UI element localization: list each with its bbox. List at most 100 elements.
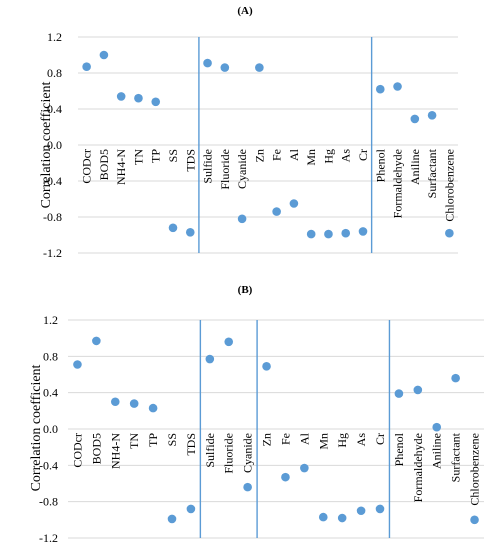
chart-b-category-label: Phenol <box>392 432 406 466</box>
chart-a-data-point <box>306 229 316 239</box>
chart-a-data-point <box>341 228 351 238</box>
chart-b-data-point <box>300 463 309 473</box>
chart-b-y-axis-label: Correlation coefficient <box>29 364 44 491</box>
chart-a-category-label: TDS <box>183 149 197 172</box>
chart-b-data-point <box>92 336 101 346</box>
chart-b-data-point <box>318 512 328 522</box>
chart-a-category-label: Aniline <box>408 149 422 185</box>
chart-b-category-label: TN <box>127 433 141 449</box>
chart-b-category-label: Zn <box>260 433 274 446</box>
chart-a-category-label: Surfactant <box>425 148 439 198</box>
chart-b-data-point <box>224 337 234 347</box>
chart-a-category-label: Fe <box>270 149 284 161</box>
chart-a-data-point <box>220 63 230 72</box>
chart-a-y-tick-label: -0.8 <box>43 210 62 224</box>
chart-a-data-point <box>393 82 402 91</box>
chart-b-data-point <box>281 472 290 482</box>
chart-a-y-tick-label: -0.4 <box>43 174 62 188</box>
chart-b-category-label: Cyanide <box>241 433 255 473</box>
chart-a-y-tick-label: 1.2 <box>47 30 62 44</box>
chart-a-data-point <box>134 93 143 103</box>
chart-a-data-point <box>289 199 299 208</box>
chart-a-category-label: Al <box>287 148 301 161</box>
chart-b-data-point <box>470 515 479 525</box>
chart-b-category-label: BOD5 <box>89 433 103 464</box>
chart-a-data-point <box>151 97 161 107</box>
chart-b-gridlines <box>68 319 484 539</box>
chart-a-category-label: Cr <box>356 149 370 161</box>
chart-a-data-point <box>237 214 247 224</box>
chart-b-data-point <box>413 385 423 395</box>
chart-b-category-label: TDS <box>184 433 198 456</box>
chart-b-title: (B) <box>238 284 253 296</box>
chart-a-data-point <box>410 114 420 124</box>
chart-b-data-point <box>337 513 347 523</box>
chart-a-group-dividers <box>198 37 373 253</box>
chart-a-data-point <box>185 228 195 237</box>
chart-a-category-label: BOD5 <box>97 149 111 180</box>
chart-a-data-point <box>324 229 333 239</box>
chart-a-category-label: Cyanide <box>235 149 249 189</box>
chart-a-category-label: TN <box>131 149 145 165</box>
chart-b-data-point <box>375 504 385 514</box>
chart-b-category-label: Chlorobenzene <box>468 433 482 506</box>
chart-b-category-label: Hg <box>335 433 349 448</box>
chart-a-data-point <box>82 62 91 71</box>
chart-a-y-tick-label: 0.8 <box>47 66 62 80</box>
chart-b-data-point <box>186 504 196 514</box>
chart-a-data-point <box>358 227 368 236</box>
chart-b-category-label: As <box>354 433 368 447</box>
chart-b-category-label: Mn <box>316 433 330 450</box>
chart-b-category-label: Surfactant <box>449 432 463 482</box>
chart-a-category-label: Mn <box>304 149 318 166</box>
chart-b-y-tick-label: 0.0 <box>43 422 58 436</box>
chart-b-y-tick-label: -0.8 <box>39 495 58 509</box>
chart-a-data-point <box>116 92 126 101</box>
chart-a-category-label: Zn <box>252 149 266 162</box>
chart-b-data-point <box>394 389 404 398</box>
chart-b-category-label: SS <box>165 433 179 446</box>
chart-a-data-point <box>203 58 212 68</box>
chart-a-data-point <box>427 111 437 120</box>
chart-b-data-point <box>243 482 252 492</box>
chart-b-category-label: Formaldehyde <box>411 433 425 502</box>
chart-b-category-label: Cr <box>373 433 387 445</box>
chart-b-category-label: Al <box>297 432 311 445</box>
chart-a-category-label: SS <box>166 149 180 162</box>
chart-a-category-label: TP <box>149 149 163 163</box>
chart-b-category-label: Aniline <box>430 433 444 469</box>
chart-a-data-point <box>99 50 109 60</box>
chart-b-y-tick-label: -1.2 <box>39 531 58 545</box>
chart-b-category-label: Fluoride <box>222 433 236 474</box>
chart-b-category-labels: CODcr BOD5 NH4-N TN TP SS TDS Sulfide Fluoride Cy… <box>70 432 481 505</box>
chart-a-data-point <box>272 207 281 216</box>
chart-b-category-label: Fe <box>278 433 292 445</box>
chart-b-data-point <box>129 399 139 408</box>
chart-a-data-point <box>375 84 385 94</box>
chart-b-data-point <box>205 354 215 364</box>
chart-b-category-label: TP <box>146 433 160 447</box>
chart-b-data-points <box>73 336 479 525</box>
chart-b-y-tick-label: 0.8 <box>43 349 58 363</box>
chart-b-data-point <box>432 422 442 432</box>
chart-a-title: (A) <box>237 5 253 17</box>
chart-a-y-tick-label: -1.2 <box>43 246 62 260</box>
chart-b-data-point <box>167 514 177 524</box>
chart-a-y-tick-label: 0.4 <box>47 102 62 116</box>
chart-b-data-point <box>148 403 158 413</box>
chart-a-gridlines <box>78 36 458 254</box>
chart-a-y-tick-label: 0.0 <box>47 138 62 152</box>
chart-a-category-label: Phenol <box>373 148 387 182</box>
chart-b-group-dividers <box>199 320 391 538</box>
chart-b-category-label: CODcr <box>70 433 84 468</box>
chart-a-category-label: NH4-N <box>114 149 128 185</box>
chart-a-category-label: Formaldehyde <box>391 149 405 218</box>
chart-a-category-label: CODcr <box>80 149 94 184</box>
chart-a-category-labels: CODcr BOD5 NH4-N TN TP SS TDS Sulfide Fluoride Cy… <box>80 148 457 221</box>
chart-b-y-tick-label: 1.2 <box>43 313 58 327</box>
chart-a-category-label: Fluoride <box>218 149 232 190</box>
chart-a-data-point <box>445 228 454 238</box>
chart-a-y-ticks: -1.2 -0.8 -0.4 0.0 0.4 0.8 1.2 <box>43 30 62 260</box>
chart-b: (B) Correlation coefficient -1.2 -0.8 -0.4… <box>29 284 484 545</box>
